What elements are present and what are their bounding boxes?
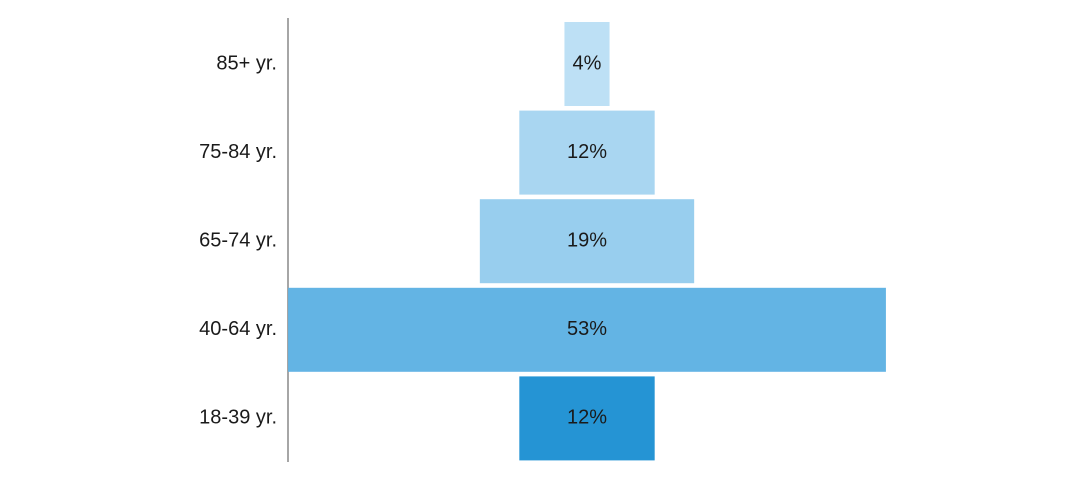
- category-label: 75-84 yr.: [199, 141, 277, 163]
- bar: [288, 287, 886, 372]
- value-label: 19%: [567, 229, 607, 251]
- bar: [564, 22, 610, 106]
- value-label: 53%: [567, 318, 607, 340]
- value-label: 4%: [573, 52, 602, 74]
- bar: [519, 110, 655, 195]
- category-label: 18-39 yr.: [199, 407, 277, 429]
- category-label: 85+ yr.: [216, 52, 277, 74]
- category-label: 65-74 yr.: [199, 229, 277, 251]
- category-label: 40-64 yr.: [199, 318, 277, 340]
- value-label: 12%: [567, 141, 607, 163]
- bar: [519, 376, 655, 461]
- value-label: 12%: [567, 407, 607, 429]
- bar: [479, 199, 695, 284]
